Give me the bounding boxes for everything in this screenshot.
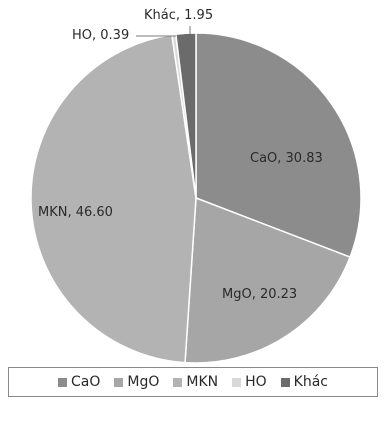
legend-swatch-icon — [114, 377, 124, 387]
pie-slice-mkn — [30, 33, 197, 364]
chart-legend: CaO MgO MKN HO Khác — [8, 367, 378, 397]
pie-slice-mgo — [184, 196, 352, 364]
legend-swatch-icon — [232, 377, 242, 387]
pie-slice-cao — [195, 32, 362, 259]
legend-swatch-icon — [280, 377, 290, 387]
pie-slice-kh-c — [174, 32, 197, 199]
legend-swatch-icon — [58, 377, 67, 387]
leader-lines — [136, 26, 191, 37]
legend-item-ho: HO — [232, 374, 267, 390]
legend-label: CaO — [71, 374, 101, 390]
slice-label-kh-c: Khác, 1.95 — [144, 8, 213, 23]
legend-item-cao: CaO — [58, 374, 100, 390]
legend-item-mgo: MgO — [114, 374, 159, 390]
slice-labels: CaO, 30.83 MgO, 20.23 MKN, 46.60 HO, 0.39 Kh… — [38, 8, 323, 302]
slice-label-mkn: MKN, 46.60 — [38, 205, 113, 220]
slice-label-mgo: MgO, 20.23 — [222, 287, 297, 302]
legend-label: MKN — [186, 374, 219, 390]
slice-label-ho: HO, 0.39 — [72, 28, 129, 43]
legend-swatch-icon — [173, 377, 183, 387]
slice-label-cao: CaO, 30.83 — [250, 151, 323, 166]
legend-label: MgO — [127, 374, 160, 390]
pie-slices — [30, 32, 362, 364]
legend-label: Khác — [293, 374, 328, 390]
legend-item-mkn: MKN — [173, 374, 218, 390]
legend-label: HO — [245, 374, 267, 390]
legend-item-kh-c: Khác — [280, 374, 328, 390]
